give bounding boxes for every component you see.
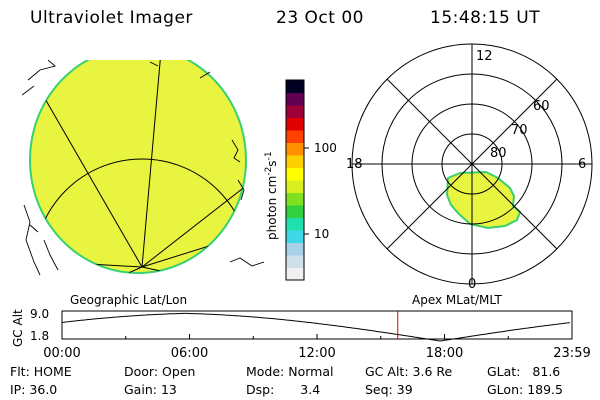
orbit-time-label: 06:00 <box>171 346 208 361</box>
colorbar-segment <box>286 180 304 193</box>
gc-altitude: GC Alt: 3.6 Re <box>365 364 452 379</box>
mode-value: Normal <box>288 364 334 379</box>
meridian-line <box>141 174 246 268</box>
colorbar-segment <box>286 217 304 231</box>
glon-readout: GLon: 189.5 <box>487 382 563 397</box>
door-label: Door: <box>124 364 159 379</box>
instrument-title: Ultraviolet Imager <box>30 8 193 28</box>
colorbar-tick-label: 10 <box>314 227 329 241</box>
mlt-label-midnight: 0 <box>468 277 476 292</box>
colorbar-segment <box>286 242 304 256</box>
dsp-label: Dsp: <box>246 382 275 397</box>
orbit-plot <box>61 310 573 342</box>
geographic-panel <box>22 60 264 276</box>
colorbar-unit-label: photon cm-2s-1 <box>264 151 279 240</box>
ip-value: 36.0 <box>29 382 58 397</box>
glat-readout: GLat: 81.6 <box>487 364 560 379</box>
gain-value: 13 <box>160 382 177 397</box>
geographic-panel-label: Geographic Lat/Lon <box>70 293 187 307</box>
colorbar-frame <box>285 79 305 281</box>
mlt-label-noon: 12 <box>476 49 493 64</box>
glat-value: 81.6 <box>532 364 561 379</box>
time-label: 15:48:15 UT <box>430 8 541 28</box>
colorbar-segment <box>286 92 304 106</box>
auroral-oval <box>445 170 522 230</box>
colorbar-segment <box>286 267 304 281</box>
dsp-value: 3.4 <box>300 382 321 397</box>
lat-label-60: 60 <box>533 99 550 114</box>
mode-status: Mode: Normal <box>246 364 334 379</box>
mlt-label-dawn: 6 <box>578 157 586 172</box>
flt-value: HOME <box>33 364 72 379</box>
coastline-outlines <box>22 60 264 276</box>
dsp-readout: Dsp: 3.4 <box>246 382 320 397</box>
flt-label: Flt: <box>10 364 30 379</box>
glat-label: GLat: <box>487 364 521 379</box>
colorbar-segment <box>286 117 304 131</box>
gcalt-value: 3.6 Re <box>412 364 453 379</box>
orbit-y-tick-min: 1.8 <box>30 329 49 343</box>
colorbar-segment <box>286 130 304 143</box>
colorbar-segment <box>286 205 304 218</box>
colorbar-segment <box>286 192 304 206</box>
gain-label: Gain: <box>124 382 157 397</box>
uv-image-disk <box>29 60 247 274</box>
ip-readout: IP: 36.0 <box>10 382 57 397</box>
lat-label-80: 80 <box>490 146 507 161</box>
orbit-time-label: 18:00 <box>426 346 463 361</box>
orbit-altitude-curve <box>61 312 570 342</box>
seq-label: Seq: <box>365 382 393 397</box>
orbit-y-tick-max: 9.0 <box>30 307 49 321</box>
colorbar-segment <box>286 105 304 118</box>
glon-value: 189.5 <box>527 382 563 397</box>
seq-readout: Seq: 39 <box>365 382 413 397</box>
door-status: Door: Open <box>124 364 195 379</box>
meridian-line <box>89 266 143 273</box>
meridian-line <box>141 266 246 273</box>
gain-readout: Gain: 13 <box>124 382 177 397</box>
mlt-label-dusk: 18 <box>346 157 363 172</box>
orbit-y-axis-label: GC Alt <box>11 309 25 347</box>
polar-diagonal <box>386 78 558 250</box>
polar-panel-label: Apex MLat/MLT <box>412 293 502 307</box>
colorbar-segment <box>286 142 304 156</box>
color-scale-bar <box>285 79 305 281</box>
orbit-time-label: 23:59 <box>553 346 590 361</box>
door-value: Open <box>162 364 196 379</box>
colorbar-segment <box>286 255 304 268</box>
colorbar-segment <box>286 155 304 168</box>
colorbar-ticks <box>304 147 309 235</box>
orbit-time-label: 00:00 <box>43 346 80 361</box>
colorbar-tick-label: 100 <box>314 141 337 155</box>
glon-label: GLon: <box>487 382 524 397</box>
colorbar-segment <box>286 80 304 93</box>
polar-panel <box>351 43 593 285</box>
colorbar-segment <box>286 167 304 181</box>
date-label: 23 Oct 00 <box>276 8 364 28</box>
gcalt-label: GC Alt: <box>365 364 409 379</box>
lat-label-70: 70 <box>511 123 528 138</box>
mode-label: Mode: <box>246 364 285 379</box>
meridian-line <box>141 60 163 268</box>
meridian-line <box>39 89 143 268</box>
flight-status: Flt: HOME <box>10 364 72 379</box>
seq-value: 39 <box>396 382 413 397</box>
colorbar-segment <box>286 230 304 243</box>
orbit-time-label: 12:00 <box>298 346 335 361</box>
ip-label: IP: <box>10 382 26 397</box>
